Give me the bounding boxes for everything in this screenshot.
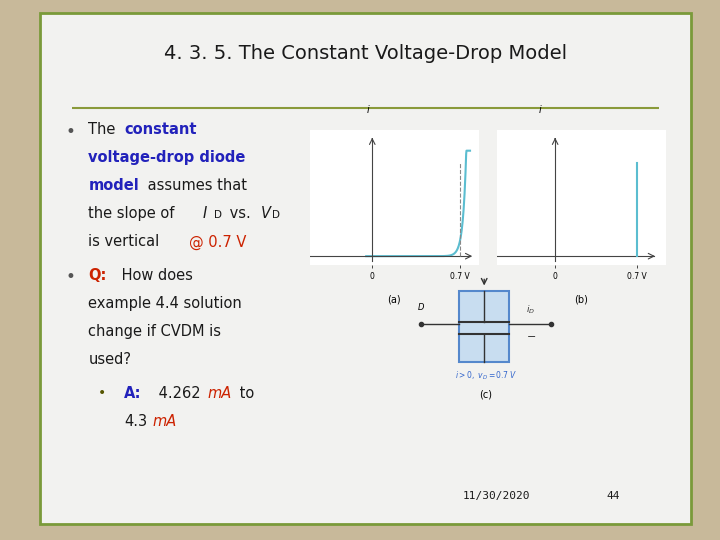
Text: How does: How does (117, 268, 193, 283)
Text: $i>0,\ v_D=0.7\ V$: $i>0,\ v_D=0.7\ V$ (455, 370, 517, 382)
Bar (459, 291, 510, 362)
Text: $-$: $-$ (526, 330, 536, 340)
Text: •: • (66, 123, 76, 141)
Text: (b): (b) (575, 294, 588, 305)
Text: D: D (272, 211, 280, 220)
Text: constant: constant (125, 122, 197, 137)
Text: 11/30/2020: 11/30/2020 (463, 491, 531, 501)
Text: @ 0.7 V: @ 0.7 V (189, 234, 247, 249)
Text: 4.262: 4.262 (153, 386, 200, 401)
Text: $D$: $D$ (417, 301, 426, 312)
Text: 4.3: 4.3 (125, 414, 148, 429)
Text: •: • (66, 268, 76, 286)
Text: is vertical: is vertical (89, 234, 164, 249)
Text: used?: used? (89, 352, 132, 367)
Text: (c): (c) (480, 390, 492, 400)
Text: example 4.4 solution: example 4.4 solution (89, 296, 242, 311)
FancyBboxPatch shape (40, 14, 691, 524)
Text: mA: mA (207, 386, 231, 401)
Text: to: to (235, 386, 254, 401)
Text: $i$: $i$ (539, 103, 543, 116)
Text: D: D (215, 211, 222, 220)
Text: 44: 44 (606, 491, 620, 501)
Text: mA: mA (153, 414, 176, 429)
Text: voltage-drop diode: voltage-drop diode (89, 150, 246, 165)
Text: vs.: vs. (225, 206, 256, 221)
Text: I: I (202, 206, 207, 221)
Text: assumes that: assumes that (143, 178, 246, 193)
Text: V: V (261, 206, 271, 221)
Text: Q:: Q: (89, 268, 107, 283)
Text: (a): (a) (387, 294, 401, 305)
Text: $i_D$: $i_D$ (526, 303, 535, 315)
Text: •: • (98, 386, 107, 400)
Text: change if CVDM is: change if CVDM is (89, 325, 222, 339)
Text: A:: A: (125, 386, 142, 401)
Text: The: The (89, 122, 120, 137)
Text: the slope of: the slope of (89, 206, 179, 221)
Text: 4. 3. 5. The Constant Voltage-Drop Model: 4. 3. 5. The Constant Voltage-Drop Model (164, 44, 567, 63)
Text: $i$: $i$ (366, 103, 371, 116)
Text: model: model (89, 178, 139, 193)
